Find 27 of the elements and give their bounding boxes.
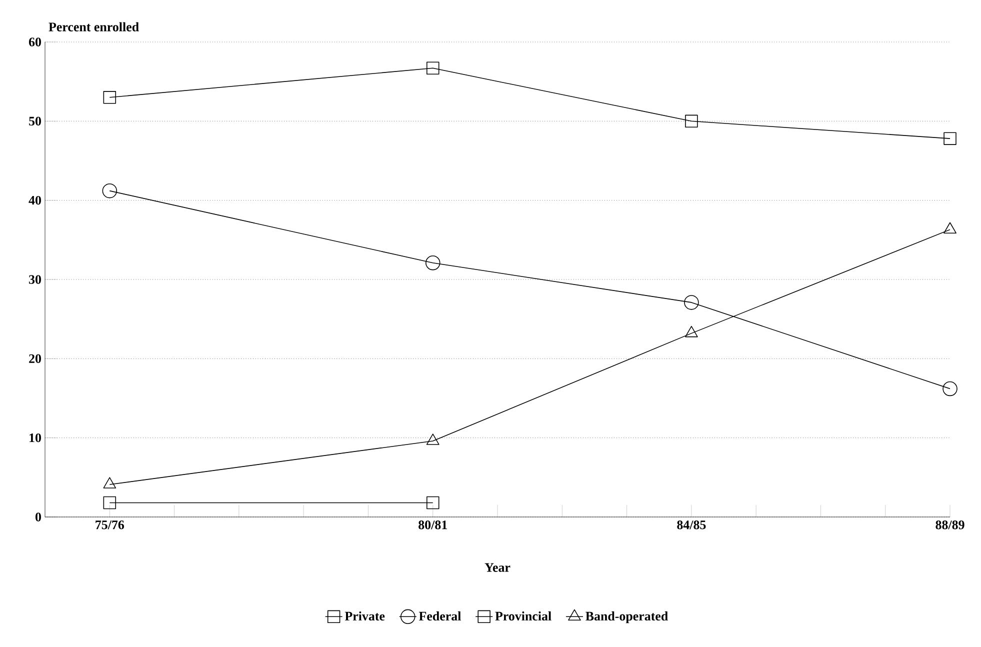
point — [685, 114, 698, 128]
point — [103, 91, 116, 104]
y-tick-label: 20 — [29, 354, 41, 364]
x-tick-label: 75/76 — [96, 520, 124, 530]
point — [103, 496, 116, 510]
y-tick-label: 30 — [29, 275, 41, 284]
y-tick-label: 0 — [36, 512, 41, 522]
legend-label: Private — [344, 611, 385, 621]
x-tick-label: 80/81 — [418, 520, 447, 530]
y-tick-label: 10 — [30, 433, 41, 442]
point — [425, 255, 440, 270]
x-axis-title: Year — [484, 563, 510, 572]
x-tick-label: 88/89 — [936, 520, 964, 530]
point — [944, 132, 956, 145]
legend-label: Provincial — [495, 611, 552, 621]
point — [942, 381, 958, 396]
y-tick-label: 60 — [28, 38, 41, 46]
y-tick-label: 40 — [28, 196, 41, 205]
y-axis-title: Percent enrolled — [48, 22, 139, 32]
legend-label: Band-operated — [586, 611, 668, 624]
point — [684, 295, 699, 310]
point — [102, 183, 118, 198]
y-tick-label: 50 — [29, 116, 41, 126]
legend-label: Federal — [418, 611, 461, 621]
x-tick-label: 84/85 — [677, 520, 706, 530]
point — [426, 62, 440, 74]
point — [426, 496, 440, 510]
